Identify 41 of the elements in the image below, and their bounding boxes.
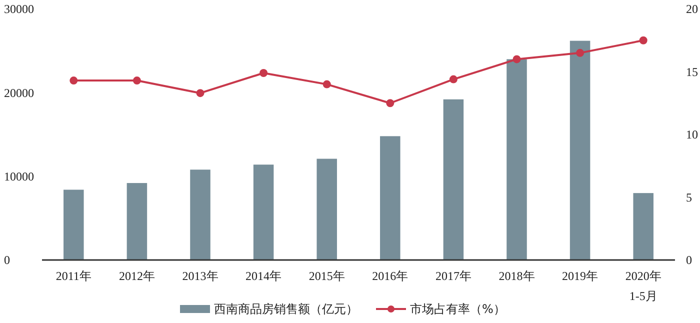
y2-tick-label: 15 xyxy=(686,64,698,79)
x-tick-label: 2018年 xyxy=(498,269,535,283)
x-tick-label: 2019年 xyxy=(562,269,598,283)
legend-label: 西南商品房销售额（亿元） xyxy=(214,302,358,316)
x-tick-label: 2016年 xyxy=(372,269,408,283)
point xyxy=(196,89,204,98)
y2-tick-label: 20 xyxy=(686,2,698,16)
bar xyxy=(253,164,274,260)
y2-tick-label: 0 xyxy=(686,253,692,268)
point xyxy=(639,36,648,44)
bar xyxy=(316,158,337,260)
y-tick-label: 10000 xyxy=(4,170,34,184)
bar xyxy=(506,59,527,260)
x-tick-label: 2011年 xyxy=(56,269,92,283)
point xyxy=(70,76,78,85)
bar xyxy=(443,99,464,260)
bar xyxy=(190,170,210,260)
y-tick-label: 20000 xyxy=(4,86,34,100)
x-tick-label: 2020年 1-5月 xyxy=(625,269,662,303)
point xyxy=(576,48,584,57)
point xyxy=(132,76,141,85)
x-tick-label: 2017年 xyxy=(435,269,472,283)
bar xyxy=(633,193,654,260)
x-tick-label: 2012年 xyxy=(118,269,155,283)
y-tick-label: 30000 xyxy=(4,2,34,16)
y2-tick-label: 10 xyxy=(686,128,698,142)
point xyxy=(449,75,458,84)
bar xyxy=(64,190,84,260)
y-tick-label: 0 xyxy=(4,253,10,268)
point xyxy=(260,69,268,78)
bar xyxy=(570,40,590,260)
legend-label: 市场占有率（%） xyxy=(410,302,506,316)
point xyxy=(386,99,394,108)
x-tick-label: 2013年 xyxy=(182,269,218,283)
y2-tick-label: 5 xyxy=(686,190,692,204)
point xyxy=(512,55,521,64)
point xyxy=(322,80,331,88)
x-tick-label: 2015年 xyxy=(308,269,345,283)
x-tick-label: 2014年 xyxy=(246,269,282,283)
bar xyxy=(126,183,148,260)
bar xyxy=(380,136,400,260)
